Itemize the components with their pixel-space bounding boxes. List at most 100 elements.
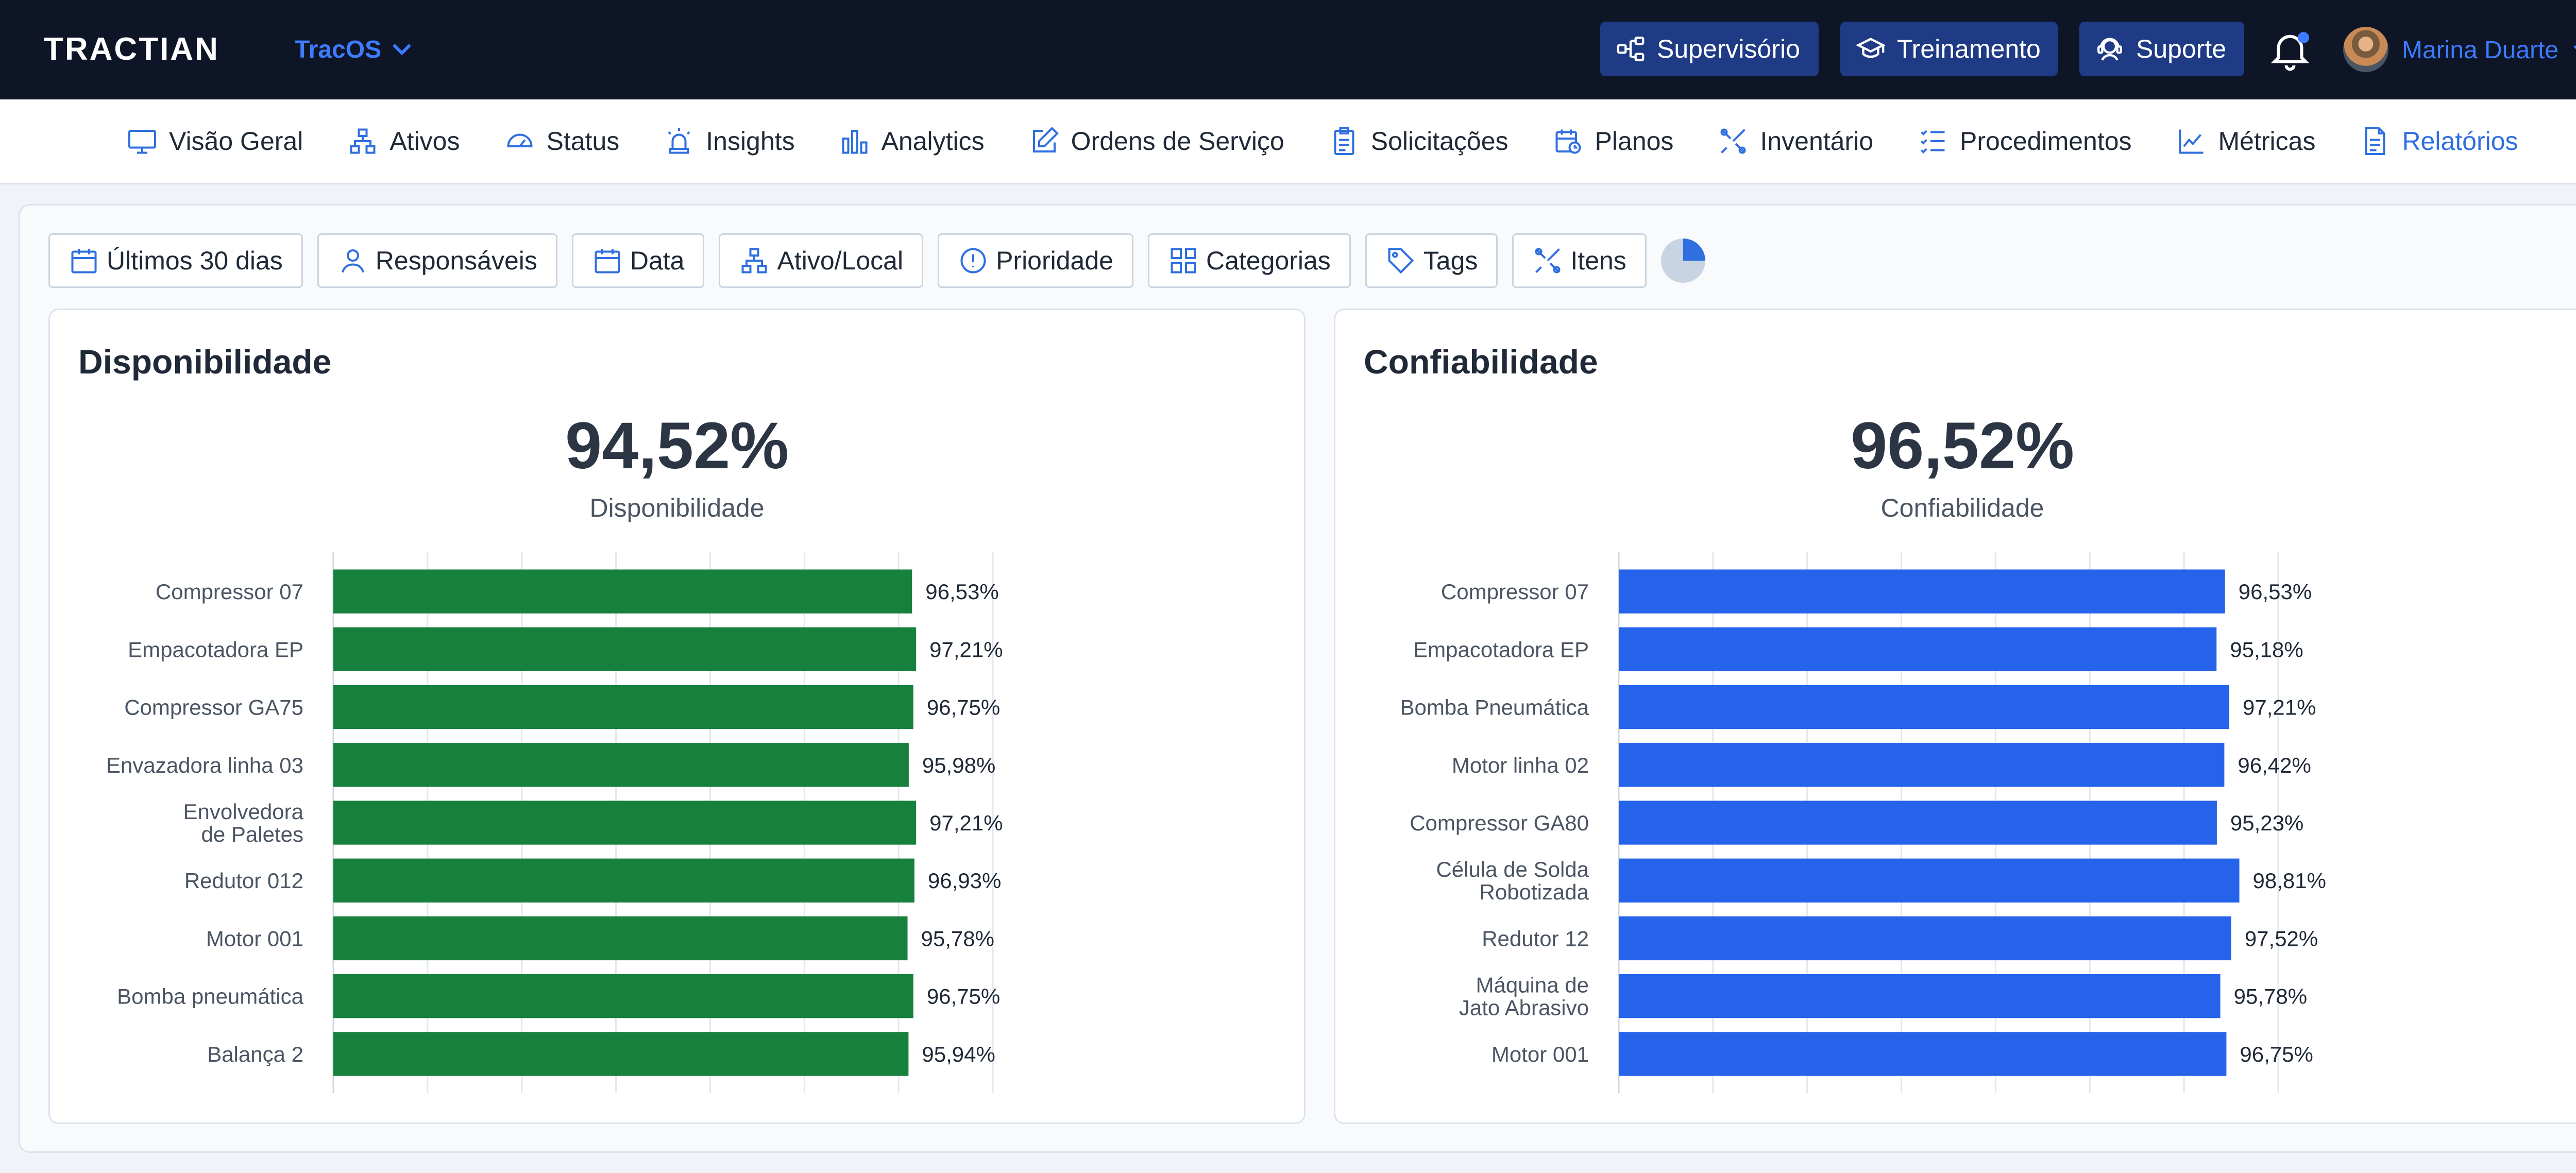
calendar-icon: [71, 249, 97, 274]
nav-item-visao-geral[interactable]: Visão Geral: [127, 126, 303, 157]
nav-item-label: Planos: [1595, 127, 1674, 156]
bar-value-label: 96,93%: [928, 869, 1001, 893]
reliability-bar-chart: 96,53% Compressor 07 95,18% Empacotadora EP…: [1400, 552, 2326, 1093]
tag-icon: [1388, 248, 1414, 274]
bar[interactable]: [1619, 627, 2217, 671]
nav-item-label: Insights: [706, 127, 795, 156]
category-label: Bomba Pneumática: [1400, 695, 1589, 720]
nav-item-analytics[interactable]: Analytics: [839, 126, 985, 157]
nav-item-metricas[interactable]: Métricas: [2176, 126, 2315, 157]
bar[interactable]: [333, 1032, 909, 1076]
bar-value-label: 96,53%: [2239, 580, 2312, 604]
filter-prioridade[interactable]: Prioridade: [938, 233, 1133, 288]
filter-categorias[interactable]: Categorias: [1147, 233, 1351, 288]
nav-item-insights[interactable]: Insights: [664, 126, 795, 157]
bar[interactable]: [1619, 569, 2225, 614]
user-icon: [341, 249, 364, 273]
availability-card: Disponibilidade 94,52% Disponibilidade 9…: [48, 309, 1306, 1124]
nav-item-label: Relatórios: [2402, 127, 2518, 156]
document-icon: [2365, 127, 2385, 155]
notifications-button[interactable]: [2267, 27, 2313, 73]
category-label: Compressor GA75: [124, 695, 303, 720]
bar-chart-icon: [842, 130, 868, 154]
support-button[interactable]: Suporte: [2079, 22, 2244, 76]
avatar[interactable]: [2343, 27, 2388, 72]
category-label: Balança 2: [207, 1042, 303, 1066]
line-chart-icon: [2179, 129, 2204, 154]
supervisory-button[interactable]: Supervisório: [1600, 22, 1819, 76]
grid-icon: [1171, 248, 1196, 274]
bar[interactable]: [333, 858, 914, 903]
bar[interactable]: [333, 743, 909, 787]
tractian-logo[interactable]: TRACTIAN: [44, 31, 219, 67]
nav-item-ordens-de-servico[interactable]: Ordens de Serviço: [1029, 126, 1284, 157]
category-label: Compressor 07: [1441, 580, 1589, 604]
nav-item-relatorios[interactable]: Relatórios: [2360, 126, 2518, 157]
filter-data[interactable]: Data: [571, 233, 705, 288]
training-label: Treinamento: [1897, 35, 2041, 63]
bar[interactable]: [1619, 858, 2240, 903]
filter-label: Prioridade: [996, 246, 1113, 275]
bar[interactable]: [1619, 801, 2217, 845]
clipboard-icon: [1334, 127, 1354, 155]
bar-value-label: 97,21%: [929, 811, 1003, 835]
training-button[interactable]: Treinamento: [1840, 22, 2058, 76]
hierarchy-icon: [741, 248, 767, 274]
bar-value-label: 96,42%: [2238, 753, 2311, 777]
category-label: Empacotadora EP: [128, 637, 303, 661]
bar-value-label: 95,94%: [922, 1042, 995, 1066]
nav-item-inventario[interactable]: Inventário: [1718, 126, 1873, 157]
bar-value-label: 96,75%: [927, 695, 1000, 720]
hierarchy-icon: [350, 128, 376, 154]
nav-item-solicitacoes[interactable]: Solicitações: [1329, 126, 1509, 157]
bar[interactable]: [1619, 974, 2221, 1018]
nav-item-label: Status: [546, 127, 620, 156]
category-label: Envolvedora de Paletes: [183, 800, 304, 846]
bar[interactable]: [1619, 916, 2231, 961]
filter-label: Categorias: [1206, 246, 1331, 275]
kpi-value: 96,52%: [1850, 409, 2075, 483]
nav-item-label: Ordens de Serviço: [1071, 127, 1284, 156]
workspace-selector[interactable]: TracOS: [295, 32, 411, 68]
filter-ativo-local[interactable]: Ativo/Local: [719, 233, 924, 288]
category-label: Célula de Solda Robotizada: [1436, 857, 1589, 904]
calendar-clock-icon: [1555, 129, 1581, 154]
filter-label: Últimos 30 dias: [107, 246, 283, 275]
kpi-label: Confiabilidade: [1880, 494, 2044, 522]
filter-label: Itens: [1570, 246, 1626, 275]
bar[interactable]: [333, 627, 917, 671]
filter-responsaveis[interactable]: Responsáveis: [317, 233, 557, 288]
bar[interactable]: [1619, 685, 2230, 729]
chevron-down-icon: [393, 44, 411, 56]
filter-date-range[interactable]: Últimos 30 dias: [48, 233, 303, 288]
bar-value-label: 95,23%: [2230, 811, 2303, 835]
category-label: Envazadora linha 03: [106, 753, 303, 777]
bar-value-label: 97,21%: [929, 637, 1003, 661]
user-menu[interactable]: Marina Duarte: [2402, 30, 2576, 71]
bar[interactable]: [333, 916, 908, 961]
nav-item-label: Solicitações: [1370, 127, 1509, 156]
category-label: Máquina de Jato Abrasivo: [1459, 973, 1589, 1020]
filter-tags[interactable]: Tags: [1365, 233, 1498, 288]
filter-itens[interactable]: Itens: [1512, 233, 1647, 288]
bar[interactable]: [333, 685, 913, 729]
bar[interactable]: [1619, 743, 2225, 787]
bar[interactable]: [1619, 1032, 2227, 1076]
nav-item-ativos[interactable]: Ativos: [347, 126, 460, 157]
bar[interactable]: [333, 569, 912, 614]
nav-item-planos[interactable]: Planos: [1553, 126, 1674, 157]
nav-item-status[interactable]: Status: [504, 126, 620, 157]
category-label: Compressor 07: [156, 580, 303, 604]
nav-item-label: Visão Geral: [169, 127, 303, 156]
workspace-label: TracOS: [295, 36, 382, 63]
bar-value-label: 96,75%: [927, 984, 1000, 1009]
category-label: Motor linha 02: [1452, 753, 1589, 777]
reliability-card: Confiabilidade 96,52% Confiabilidade 96,…: [1334, 309, 2576, 1124]
category-label: Redutor 12: [1482, 926, 1589, 950]
bar[interactable]: [333, 801, 917, 845]
bar-value-label: 95,98%: [922, 753, 995, 777]
nav-item-procedimentos[interactable]: Procedimentos: [1918, 126, 2132, 157]
card-title: Disponibilidade: [78, 343, 332, 381]
bar[interactable]: [333, 974, 913, 1018]
supervisory-label: Supervisório: [1657, 35, 1800, 63]
